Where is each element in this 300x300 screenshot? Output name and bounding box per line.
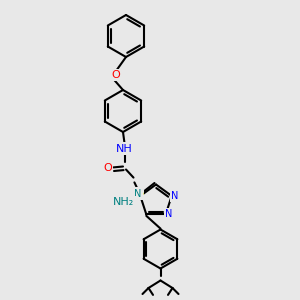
Text: N: N	[171, 191, 178, 201]
Text: NH: NH	[116, 143, 133, 154]
Text: NH₂: NH₂	[113, 197, 134, 207]
Text: N: N	[134, 189, 142, 200]
Text: O: O	[111, 70, 120, 80]
Text: S: S	[136, 188, 143, 199]
Text: N: N	[165, 209, 172, 219]
Text: O: O	[103, 163, 112, 173]
